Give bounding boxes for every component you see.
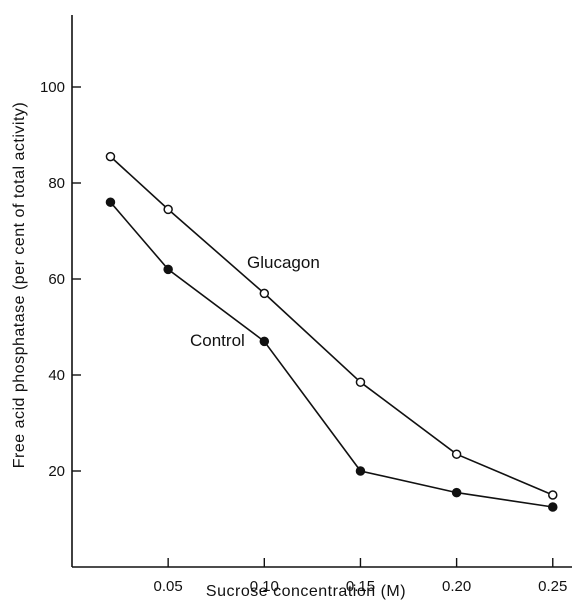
data-point: [355, 377, 366, 387]
series-labels: Glucagon Control: [190, 253, 320, 350]
series-label-glucagon: Glucagon: [247, 253, 320, 272]
x-tick-label: 0.15: [346, 578, 375, 595]
axes: [71, 15, 572, 568]
x-tick-label: 0.20: [442, 578, 471, 595]
series-label-control: Control: [190, 331, 245, 350]
data-point: [105, 151, 116, 162]
data-point: [163, 204, 173, 215]
data-point: [548, 502, 558, 512]
y-tick-label: 100: [40, 79, 65, 96]
series-glucagon: [105, 151, 558, 500]
y-tick-label: 80: [48, 175, 65, 192]
data-point: [105, 197, 116, 207]
data-point: [548, 490, 558, 500]
data-point: [451, 449, 462, 459]
data-point: [259, 336, 270, 347]
x-tick-label: 0.10: [250, 578, 279, 595]
data-point: [163, 264, 173, 275]
series-control: [105, 197, 558, 512]
y-tick-label: 20: [48, 463, 65, 480]
x-tick-label: 0.05: [154, 578, 183, 595]
data-point: [259, 288, 270, 299]
data-point: [451, 487, 462, 498]
series-layer: [105, 151, 558, 512]
y-axis-title: Free acid phosphatase (per cent of total…: [11, 102, 28, 469]
y-tick-label: 60: [48, 271, 65, 288]
series-line-glucagon: [109, 156, 554, 496]
x-axis-title: Sucrose concentration (M): [206, 583, 406, 600]
x-ticks: 0.05 0.10 0.15 0.20 0.25: [154, 558, 567, 595]
x-tick-label: 0.25: [538, 578, 567, 595]
data-point: [355, 466, 366, 476]
y-tick-label: 40: [48, 367, 65, 384]
y-ticks: 20 40 60 80 100: [40, 79, 81, 480]
series-line-control: [109, 201, 553, 508]
